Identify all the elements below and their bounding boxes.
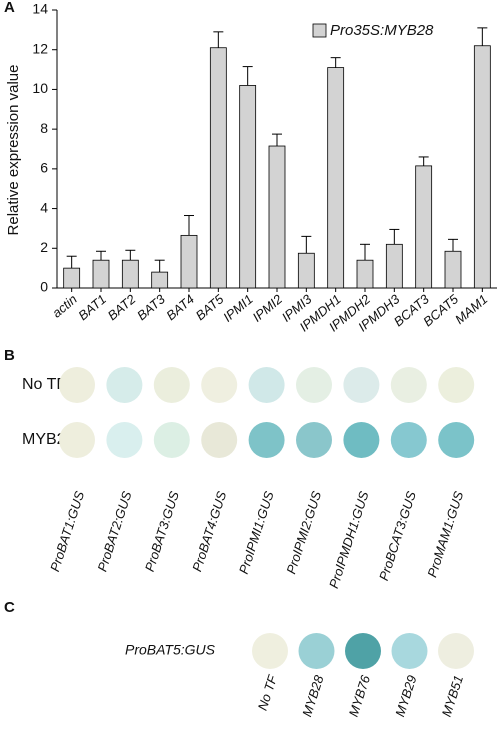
column-label: ProMAM1:GUS [424,489,466,579]
error-bar [360,243,370,261]
x-tick-label: BAT2 [105,291,139,323]
column-label: ProIPMI1:GUS [236,489,277,576]
error-bar [477,27,488,46]
y-tick-label: 8 [40,120,48,136]
column-label: ProBAT1:GUS [47,489,87,573]
gus-well [343,422,380,458]
y-axis-label: Relative expression value [5,65,22,236]
column-label: No TF [255,672,281,712]
error-bar [96,250,106,261]
gus-well [391,633,428,669]
column-label: ProIPMDH1:GUS [326,489,372,590]
column-label: ProBAT4:GUS [189,489,229,573]
gus-well [438,367,475,403]
column-label: ProBCAT3:GUS [376,489,419,582]
gus-well [343,367,380,403]
error-bar [418,156,429,166]
bar [92,259,110,289]
bar [180,234,198,289]
column-label: ProIPMI2:GUS [283,489,324,576]
bar [297,252,315,289]
gus-well [59,422,95,458]
y-tick-label: 0 [40,279,48,295]
panel-label: C [4,599,15,616]
column-label: ProBAT2:GUS [94,489,134,573]
gus-well [153,422,190,458]
panel-label: B [4,347,15,364]
panel-label: A [4,0,15,16]
bar [356,259,374,289]
gus-well [59,367,95,403]
bar [385,243,403,289]
gus-well [438,422,475,458]
gus-well [296,367,332,403]
error-bar [389,228,400,245]
x-tick-label: IPMI1 [220,291,256,324]
column-label: MYB51 [439,673,466,718]
y-tick-label: 6 [40,160,48,176]
gus-well [106,367,143,403]
error-bar [154,259,165,273]
gus-well [252,633,288,669]
error-bar [448,238,458,252]
gus-well [248,367,285,403]
gus-well [106,422,143,458]
bar [444,250,462,289]
gus-well [390,422,427,458]
bar [239,85,257,289]
error-bar [242,66,253,86]
gus-well [438,633,474,669]
legend-label: Pro35S:MYB28 [330,22,434,39]
bar [63,267,81,289]
y-tick-label: 12 [32,40,48,56]
y-tick-label: 14 [32,1,48,17]
gus-well [201,367,238,403]
column-label: MYB29 [392,673,419,718]
error-bar [301,235,312,254]
error-bar [66,255,77,269]
y-tick-label: 4 [40,199,48,215]
bar [121,259,139,289]
gus-well [153,367,190,403]
legend-swatch [312,23,327,38]
bar [473,45,491,289]
gus-well [201,422,238,458]
column-label: ProBAT3:GUS [142,489,182,573]
column-label: MYB28 [299,673,327,719]
error-bar [272,133,282,147]
bar [268,145,286,289]
error-bar [184,215,194,236]
x-tick-label: BAT4 [163,291,197,323]
x-tick-label: BAT3 [134,291,168,323]
bar [415,165,433,289]
bar [327,67,345,289]
gus-well [298,633,335,669]
error-bar [330,57,341,68]
gus-well [296,422,332,458]
gus-well [390,367,427,403]
bar [151,271,169,289]
gus-well [345,633,381,669]
error-bar [125,249,136,261]
error-bar [213,31,224,48]
construct-label: ProBAT5:GUS [125,642,216,658]
x-tick-label: MAM1 [452,291,490,327]
gus-well [248,422,285,458]
x-tick-label: actin [49,291,80,320]
x-tick-label: BAT5 [193,291,227,323]
row-label: No TF [22,376,66,393]
y-tick-label: 2 [40,239,48,255]
x-tick-label: IPMI2 [249,291,285,325]
x-tick-label: BAT1 [75,291,109,323]
bar [209,47,227,289]
column-label: MYB76 [346,673,374,719]
y-tick-label: 10 [32,80,48,96]
